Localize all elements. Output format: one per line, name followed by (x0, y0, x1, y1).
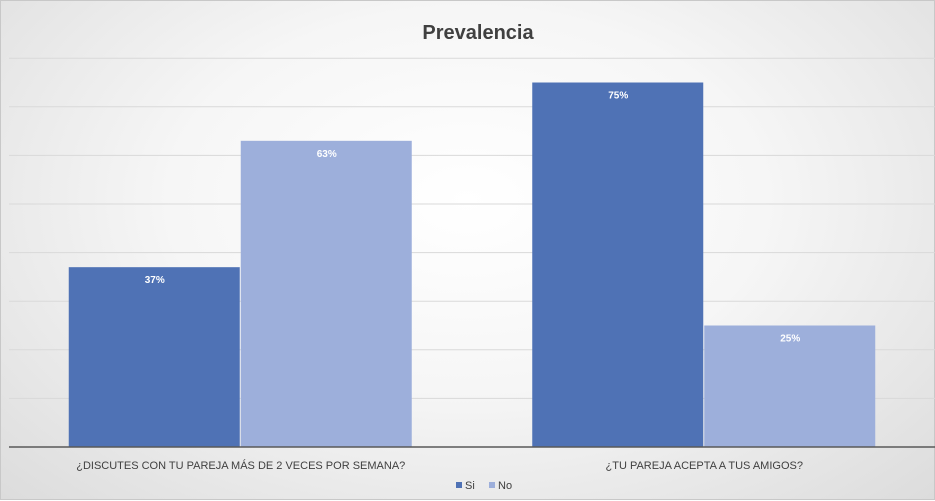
bars: 37% 63% 75% 25% (68, 82, 876, 447)
category-labels: ¿DISCUTES CON TU PAREJA MÁS DE 2 VECES P… (76, 459, 803, 472)
bar-si-2 (532, 82, 704, 447)
bar-si-1 (68, 267, 240, 447)
chart-title: Prevalencia (422, 22, 534, 44)
data-label: 63% (317, 149, 337, 160)
bar-no-1 (240, 140, 412, 447)
data-label: 37% (145, 275, 165, 286)
category-label: ¿DISCUTES CON TU PAREJA MÁS DE 2 VECES P… (76, 459, 405, 472)
legend-swatch-si (456, 482, 462, 488)
data-label: 75% (608, 91, 628, 102)
legend-label-si: Si (465, 480, 475, 492)
data-label: 25% (780, 334, 800, 345)
legend-swatch-no (489, 482, 495, 488)
category-label: ¿TU PAREJA ACEPTA A TUS AMIGOS? (606, 460, 803, 472)
legend-label-no: No (498, 480, 512, 492)
legend: Si No (456, 480, 512, 492)
bar-no-2 (704, 325, 876, 447)
